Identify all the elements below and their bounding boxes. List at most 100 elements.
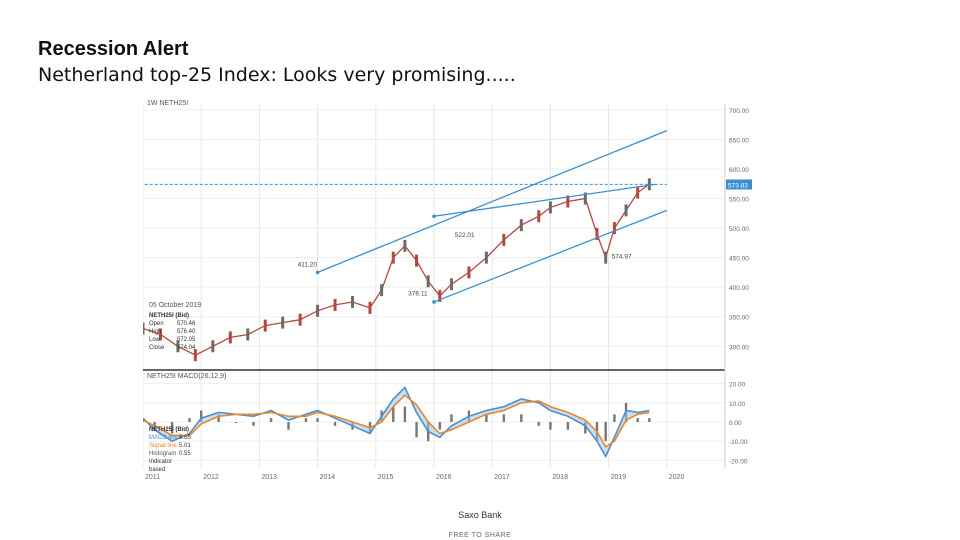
macd-legend-label: Signal line — [149, 443, 177, 449]
price-macd-chart: 2011 2012 2013 2014 2015 2016 2017 2018 2019 2020… — [117, 104, 752, 481]
price-legend-label: Close — [149, 345, 165, 351]
price-candle — [403, 239, 407, 252]
macd-y-tick-label: 20.00 — [729, 382, 746, 389]
axis-layer: 2011 2012 2013 2014 2015 2016 2017 2018 2019 2020… — [143, 104, 752, 481]
price-candle — [467, 266, 471, 279]
price-candle — [548, 201, 552, 214]
macd-legend-rows: MACD line5.65 Signal line 5.01 Histogram 0.5… — [149, 434, 191, 474]
price-candle — [438, 290, 442, 303]
x-tick-label: 2017 — [494, 474, 510, 481]
macd-histogram-bar — [415, 422, 418, 438]
trendline-upper-channel — [317, 129, 668, 274]
macd-histogram-bar — [170, 422, 174, 434]
macd-legend-label: MACD line — [149, 435, 178, 441]
macd-histogram-bar — [636, 418, 639, 422]
macd-histogram-bar — [333, 422, 337, 426]
price-legend: NETH25I (Bid) Open 570.46 High 576.40 Low 572… — [149, 312, 195, 352]
price-legend-label: Low — [149, 337, 161, 343]
macd-histogram-bar — [648, 418, 651, 422]
macd-histogram-bar — [287, 422, 290, 430]
price-legend-row: Open 570.46 — [149, 320, 195, 328]
price-candle — [316, 304, 320, 317]
price-candle — [141, 322, 145, 335]
price-candle — [193, 349, 197, 362]
price-annotation: 522.01 — [455, 232, 475, 239]
macd-histogram-bar — [438, 422, 442, 430]
macd-histogram-bar — [200, 410, 203, 422]
macd-histogram-bar — [613, 414, 616, 422]
price-candle — [246, 328, 250, 341]
price-series-layer — [141, 178, 651, 362]
footer-caption: FREE TO SHARE — [448, 532, 512, 539]
price-y-tick-label: 600.00 — [729, 167, 749, 174]
macd-layer — [141, 386, 651, 459]
price-candle — [351, 295, 355, 308]
macd-histogram-bar — [217, 414, 220, 422]
price-legend-rows: Open 570.46 High 576.40 Low 572.05 Close 574.04 — [149, 320, 195, 352]
price-annotation: 574.97 — [612, 254, 632, 261]
macd-legend-row: MACD line5.65 — [149, 434, 191, 442]
signal-line — [142, 394, 650, 449]
macd-y-tick-label: -10.00 — [729, 439, 748, 446]
price-candle — [158, 328, 162, 341]
x-tick-label: 2019 — [611, 474, 627, 481]
trendline-middle-line — [433, 183, 656, 217]
macd-legend-row: Histogram 0.55 — [149, 450, 191, 458]
price-legend-row: Low 572.05 — [149, 336, 195, 344]
macd-histogram-bar — [584, 422, 587, 434]
price-legend-ticker: NETH25I (Bid) — [149, 313, 190, 319]
price-series-line — [142, 183, 650, 356]
macd-histogram-bar — [566, 422, 570, 430]
macd-y-tick-label: 10.00 — [729, 401, 746, 408]
trendline-anchor — [432, 214, 436, 219]
price-legend-value: 574.04 — [177, 345, 196, 351]
source-caption: Saxo Bank — [458, 510, 502, 520]
trendline-lower-channel — [433, 209, 668, 303]
slide-title: Recession Alert — [38, 38, 189, 60]
trendline-anchor — [432, 300, 436, 304]
price-candle — [484, 251, 488, 264]
price-date-label: 05 October 2019 — [149, 302, 202, 309]
price-candle — [612, 222, 616, 235]
macd-y-tick-label: 0.00 — [729, 420, 742, 427]
price-candle — [298, 313, 302, 326]
last-price-label: 573.83 — [728, 182, 748, 189]
gridlines — [142, 104, 725, 468]
price-candle — [380, 284, 384, 297]
price-y-tick-label: 500.00 — [729, 226, 749, 233]
macd-legend-label: Histogram — [149, 451, 177, 457]
macd-histogram-bar — [392, 406, 395, 422]
price-legend-row: Close 574.04 — [149, 344, 195, 352]
macd-histogram-bar — [269, 418, 273, 422]
macd-histogram-bar — [304, 418, 308, 422]
price-y-tick-label: 650.00 — [729, 137, 749, 144]
price-candle — [595, 228, 599, 240]
macd-histogram-bar — [502, 414, 506, 422]
price-candle — [519, 219, 523, 232]
macd-histogram-bar — [234, 422, 238, 423]
macd-histogram-bar — [450, 414, 453, 422]
price-candle — [583, 192, 587, 205]
price-candle — [391, 251, 395, 264]
price-candle — [228, 331, 232, 344]
price-candle — [647, 178, 651, 191]
x-tick-label: 2018 — [552, 474, 568, 481]
price-candle — [368, 301, 372, 314]
macd-legend-value: 0.55 — [179, 451, 191, 457]
price-candle — [263, 319, 267, 332]
trendline-anchor — [315, 270, 320, 275]
price-legend-value: 572.05 — [177, 337, 196, 343]
macd-histogram-bar — [252, 422, 255, 426]
x-tick-label: 2011 — [145, 474, 160, 481]
macd-y-tick-label: -20.00 — [729, 458, 748, 465]
macd-legend-label: Indicator based — [149, 459, 173, 473]
price-y-tick-label: 400.00 — [729, 285, 749, 292]
macd-histogram-bar — [403, 406, 407, 422]
price-legend-label: High — [149, 329, 162, 335]
macd-histogram-bar — [549, 422, 552, 430]
macd-legend-row: Signal line 5.01 — [149, 442, 191, 450]
x-tick-label: 2013 — [261, 474, 277, 481]
slide-subtitle: Netherland top-25 Index: Looks very prom… — [38, 64, 516, 86]
price-candle — [537, 210, 541, 223]
macd-legend-row: Indicator based — [149, 458, 191, 474]
